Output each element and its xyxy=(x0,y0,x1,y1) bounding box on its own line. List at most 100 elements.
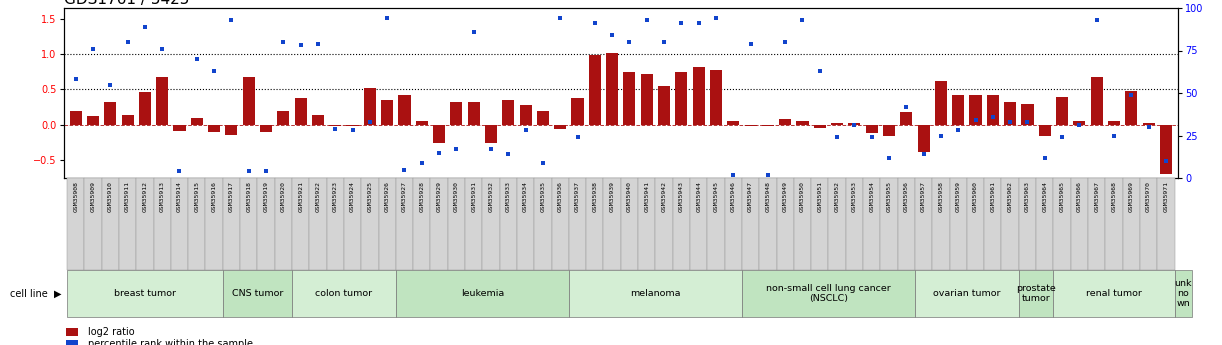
Point xyxy=(1001,119,1020,125)
Text: GSM35943: GSM35943 xyxy=(679,181,684,212)
Text: cell line  ▶: cell line ▶ xyxy=(10,288,61,298)
Text: GSM35962: GSM35962 xyxy=(1008,181,1013,212)
Point xyxy=(1086,17,1106,23)
Text: GSM35927: GSM35927 xyxy=(402,181,407,212)
Bar xyxy=(1106,178,1123,270)
Bar xyxy=(814,125,826,128)
Bar xyxy=(67,270,222,317)
Bar xyxy=(780,119,791,125)
Bar xyxy=(292,178,309,270)
Point xyxy=(117,39,137,45)
Text: GSM35922: GSM35922 xyxy=(315,181,320,212)
Point xyxy=(153,46,172,51)
Bar xyxy=(415,121,428,125)
Bar xyxy=(312,115,324,125)
Text: GSM35912: GSM35912 xyxy=(143,181,148,212)
Bar xyxy=(534,178,551,270)
Point xyxy=(931,133,951,138)
Bar xyxy=(398,95,411,125)
Bar xyxy=(846,178,863,270)
Bar xyxy=(932,178,949,270)
Bar xyxy=(364,88,376,125)
Point xyxy=(948,128,968,133)
Bar xyxy=(657,86,670,125)
Text: GSM35921: GSM35921 xyxy=(298,181,303,212)
Bar xyxy=(1123,178,1140,270)
Bar xyxy=(672,178,690,270)
Bar xyxy=(797,121,809,125)
Point xyxy=(1156,158,1176,164)
Bar xyxy=(863,178,880,270)
Text: GSM35951: GSM35951 xyxy=(818,181,822,212)
Text: GSM35955: GSM35955 xyxy=(886,181,892,212)
Point xyxy=(637,17,656,23)
Bar xyxy=(258,178,275,270)
Text: GSM35913: GSM35913 xyxy=(160,181,165,212)
Bar xyxy=(222,270,292,317)
Text: GSM35931: GSM35931 xyxy=(472,181,477,212)
Bar xyxy=(1143,123,1155,125)
Bar xyxy=(1036,178,1053,270)
Bar xyxy=(500,178,517,270)
Bar xyxy=(727,121,739,125)
Bar xyxy=(275,178,292,270)
Point xyxy=(914,151,934,157)
Text: GSM35919: GSM35919 xyxy=(264,181,269,212)
Bar xyxy=(1053,270,1174,317)
Bar xyxy=(829,178,846,270)
Bar xyxy=(693,67,705,125)
Text: GSM35909: GSM35909 xyxy=(90,181,95,212)
Text: GSM35938: GSM35938 xyxy=(593,181,598,212)
Bar xyxy=(1039,125,1051,136)
Point xyxy=(1139,124,1158,130)
Text: GSM35935: GSM35935 xyxy=(540,181,545,212)
Point xyxy=(741,41,760,47)
Text: GSM35944: GSM35944 xyxy=(697,181,701,212)
Bar xyxy=(848,124,860,125)
Point xyxy=(360,119,380,125)
Point xyxy=(585,21,605,26)
Text: GSM35908: GSM35908 xyxy=(73,181,78,212)
Text: GSM35924: GSM35924 xyxy=(349,181,356,212)
Bar xyxy=(710,70,722,125)
Bar xyxy=(967,178,984,270)
Text: GSM35933: GSM35933 xyxy=(506,181,511,212)
Text: GSM35964: GSM35964 xyxy=(1042,181,1047,212)
Bar xyxy=(865,125,877,134)
Bar xyxy=(569,178,587,270)
Text: GSM35914: GSM35914 xyxy=(177,181,182,212)
Text: GSM35923: GSM35923 xyxy=(332,181,337,212)
Bar xyxy=(1053,178,1070,270)
Bar xyxy=(1056,97,1068,125)
Text: GSM35920: GSM35920 xyxy=(281,181,286,212)
Point xyxy=(550,16,569,21)
Bar xyxy=(1004,102,1017,125)
Bar xyxy=(623,72,635,125)
Bar xyxy=(260,125,273,132)
Point xyxy=(844,122,864,128)
Text: GSM35970: GSM35970 xyxy=(1146,181,1151,212)
Bar xyxy=(708,178,725,270)
Point xyxy=(568,135,588,140)
Bar xyxy=(483,178,500,270)
Bar xyxy=(171,178,188,270)
Bar xyxy=(761,125,774,126)
Point xyxy=(1052,135,1072,140)
Text: GSM35932: GSM35932 xyxy=(489,181,494,212)
Bar xyxy=(949,178,967,270)
Bar xyxy=(191,118,203,125)
Bar xyxy=(742,270,915,317)
Bar xyxy=(604,178,621,270)
Bar xyxy=(205,178,222,270)
Text: GSM35946: GSM35946 xyxy=(731,181,736,212)
Text: GSM35937: GSM35937 xyxy=(576,181,580,212)
Point xyxy=(342,128,362,133)
Point xyxy=(257,168,276,174)
Bar xyxy=(759,178,776,270)
Bar xyxy=(347,125,358,126)
Text: GSM35958: GSM35958 xyxy=(938,181,943,212)
Bar xyxy=(884,125,895,136)
Point xyxy=(880,155,899,160)
Bar xyxy=(362,178,379,270)
Point xyxy=(221,17,241,23)
